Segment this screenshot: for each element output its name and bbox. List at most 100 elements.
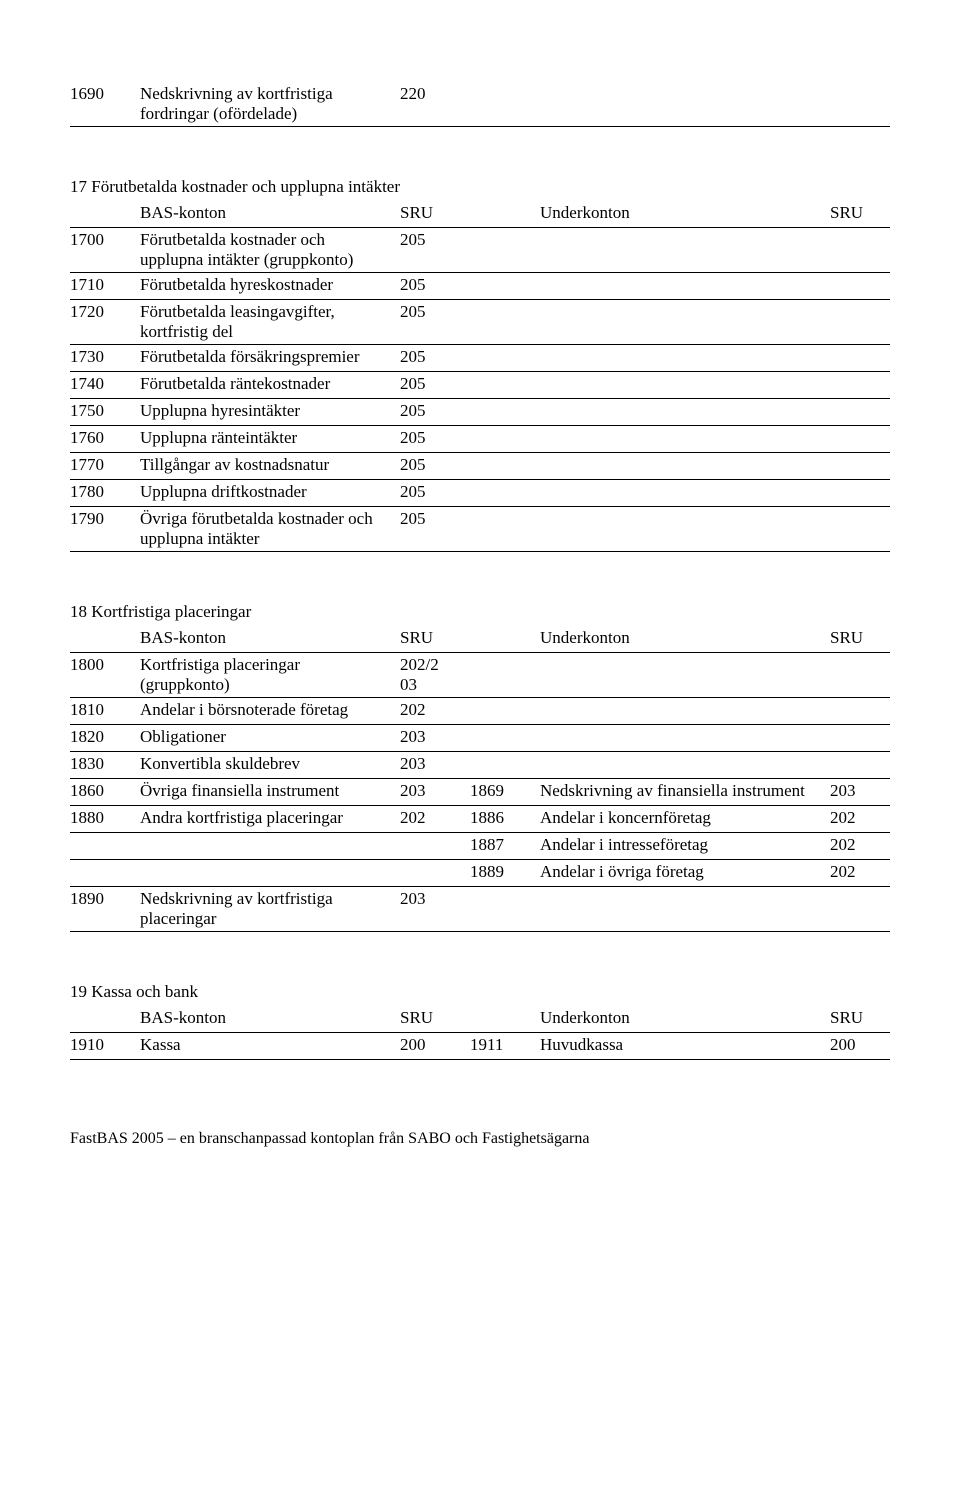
header-under: Underkonton xyxy=(540,203,830,223)
under-code: 1887 xyxy=(470,835,540,855)
header-sru: SRU xyxy=(400,203,470,223)
account-desc: Förutbetalda kostnader och upplupna intä… xyxy=(140,230,400,270)
sru-code: 205 xyxy=(400,347,470,367)
table-row: 1720Förutbetalda leasingavgifter, kortfr… xyxy=(70,300,890,345)
account-code: 1800 xyxy=(70,655,140,675)
sru-code: 205 xyxy=(400,275,470,295)
header-sru2: SRU xyxy=(830,628,890,648)
account-desc: Upplupna ränteintäkter xyxy=(140,428,400,448)
sru-code: 205 xyxy=(400,428,470,448)
sru-code: 200 xyxy=(400,1035,470,1055)
under-desc: Huvudkassa xyxy=(540,1035,830,1055)
under-sru: 202 xyxy=(830,835,890,855)
account-code: 1720 xyxy=(70,302,140,322)
sru-code: 205 xyxy=(400,482,470,502)
account-code: 1890 xyxy=(70,889,140,909)
sru-code: 203 xyxy=(400,781,470,801)
sru-code: 203 xyxy=(400,754,470,774)
account-desc: Nedskrivning av kortfristiga fordringar … xyxy=(140,84,400,124)
table-row: 1887Andelar i intresseföretag202 xyxy=(70,833,890,860)
sru-code: 202 xyxy=(400,808,470,828)
account-desc: Förutbetalda försäkringspremier xyxy=(140,347,400,367)
account-code: 1910 xyxy=(70,1035,140,1055)
table-row: 1810Andelar i börsnoterade företag202 xyxy=(70,698,890,725)
account-desc: Tillgångar av kostnadsnatur xyxy=(140,455,400,475)
table-row: 1780Upplupna driftkostnader205 xyxy=(70,480,890,507)
account-desc: Andelar i börsnoterade företag xyxy=(140,700,400,720)
account-desc: Förutbetalda leasingavgifter, kortfristi… xyxy=(140,302,400,342)
table-row: 1730Förutbetalda försäkringspremier205 xyxy=(70,345,890,372)
account-desc: Upplupna driftkostnader xyxy=(140,482,400,502)
sru-code: 205 xyxy=(400,230,470,250)
header-bas: BAS-konton xyxy=(140,628,400,648)
header-sru: SRU xyxy=(400,1008,470,1028)
header-bas: BAS-konton xyxy=(140,203,400,223)
header-sru2: SRU xyxy=(830,1008,890,1028)
under-desc: Nedskrivning av finansiella instrument xyxy=(540,781,830,801)
table-row: 1910Kassa2001911Huvudkassa200 xyxy=(70,1033,890,1060)
account-code: 1770 xyxy=(70,455,140,475)
sru-code: 220 xyxy=(400,84,470,104)
table-row: 1750Upplupna hyresintäkter205 xyxy=(70,399,890,426)
account-code: 1760 xyxy=(70,428,140,448)
sru-code: 203 xyxy=(400,727,470,747)
table-row: 1700Förutbetalda kostnader och upplupna … xyxy=(70,228,890,273)
account-code: 1810 xyxy=(70,700,140,720)
under-desc: Andelar i intresseföretag xyxy=(540,835,830,855)
account-code: 1790 xyxy=(70,509,140,529)
under-code: 1886 xyxy=(470,808,540,828)
section-title-17: 17 Förutbetalda kostnader och upplupna i… xyxy=(70,177,890,197)
table-row: 1760Upplupna ränteintäkter205 xyxy=(70,426,890,453)
sru-code: 205 xyxy=(400,455,470,475)
sru-code: 205 xyxy=(400,509,470,529)
sru-code: 203 xyxy=(400,889,470,909)
under-code: 1869 xyxy=(470,781,540,801)
account-code: 1730 xyxy=(70,347,140,367)
header-bas: BAS-konton xyxy=(140,1008,400,1028)
section-title-18: 18 Kortfristiga placeringar xyxy=(70,602,890,622)
table-row: 1690Nedskrivning av kortfristiga fordrin… xyxy=(70,82,890,127)
account-desc: Övriga finansiella instrument xyxy=(140,781,400,801)
under-sru: 202 xyxy=(830,808,890,828)
table-row: 1860Övriga finansiella instrument2031869… xyxy=(70,779,890,806)
sru-code: 205 xyxy=(400,374,470,394)
header-under: Underkonton xyxy=(540,628,830,648)
account-code: 1710 xyxy=(70,275,140,295)
under-code: 1911 xyxy=(470,1035,540,1055)
account-desc: Upplupna hyresintäkter xyxy=(140,401,400,421)
account-desc: Andra kortfristiga placeringar xyxy=(140,808,400,828)
account-code: 1690 xyxy=(70,84,140,104)
header-sru2: SRU xyxy=(830,203,890,223)
account-code: 1830 xyxy=(70,754,140,774)
table-row: 1790Övriga förutbetalda kostnader och up… xyxy=(70,507,890,552)
account-code: 1750 xyxy=(70,401,140,421)
table-row: 1830Konvertibla skuldebrev203 xyxy=(70,752,890,779)
sru-code: 202/2 03 xyxy=(400,655,470,695)
under-desc: Andelar i koncernföretag xyxy=(540,808,830,828)
under-sru: 203 xyxy=(830,781,890,801)
account-code: 1780 xyxy=(70,482,140,502)
account-desc: Obligationer xyxy=(140,727,400,747)
sru-code: 205 xyxy=(400,302,470,322)
account-desc: Förutbetalda räntekostnader xyxy=(140,374,400,394)
sru-code: 202 xyxy=(400,700,470,720)
header-under: Underkonton xyxy=(540,1008,830,1028)
under-sru: 202 xyxy=(830,862,890,882)
account-desc: Övriga förutbetalda kostnader och upplup… xyxy=(140,509,400,549)
account-desc: Nedskrivning av kortfristiga placeringar xyxy=(140,889,400,929)
table-header: BAS-konton SRU Underkonton SRU xyxy=(70,626,890,653)
account-desc: Förutbetalda hyreskostnader xyxy=(140,275,400,295)
under-sru: 200 xyxy=(830,1035,890,1055)
table-row: 1710Förutbetalda hyreskostnader205 xyxy=(70,273,890,300)
under-desc: Andelar i övriga företag xyxy=(540,862,830,882)
account-code: 1860 xyxy=(70,781,140,801)
under-code: 1889 xyxy=(470,862,540,882)
table-row: 1889Andelar i övriga företag202 xyxy=(70,860,890,887)
account-code: 1700 xyxy=(70,230,140,250)
account-code: 1880 xyxy=(70,808,140,828)
table-row: 1800Kortfristiga placeringar (gruppkonto… xyxy=(70,653,890,698)
account-code: 1740 xyxy=(70,374,140,394)
table-row: 1820Obligationer203 xyxy=(70,725,890,752)
account-code: 1820 xyxy=(70,727,140,747)
section-title-19: 19 Kassa och bank xyxy=(70,982,890,1002)
